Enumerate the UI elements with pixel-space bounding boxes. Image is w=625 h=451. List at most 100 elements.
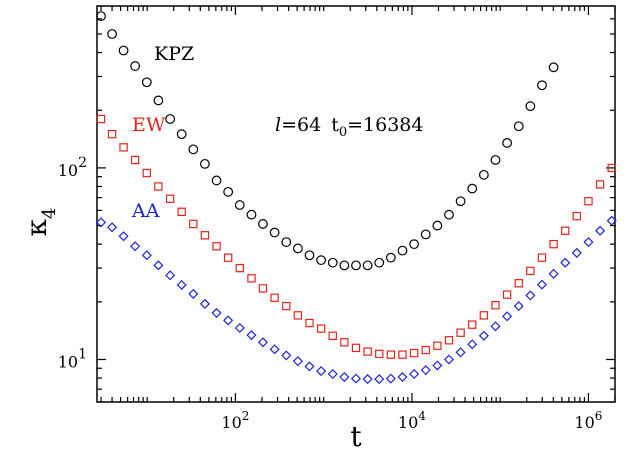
aa-point bbox=[246, 330, 257, 341]
ew-point bbox=[223, 253, 233, 262]
aa-point bbox=[502, 311, 513, 322]
ew-point bbox=[293, 311, 303, 320]
aa-point bbox=[350, 373, 362, 384]
aa-point bbox=[165, 270, 176, 281]
y-tick-label: 101 bbox=[58, 346, 87, 371]
kpz-point bbox=[96, 11, 106, 21]
aa-point bbox=[153, 260, 164, 271]
aa-point bbox=[176, 279, 187, 290]
aa-point bbox=[257, 337, 268, 348]
x-tick-label-base: 10 bbox=[398, 413, 418, 432]
aa-point bbox=[385, 373, 396, 384]
aa-point bbox=[478, 330, 489, 341]
ew-point bbox=[595, 180, 605, 189]
aa-point bbox=[141, 250, 152, 261]
ew-point bbox=[584, 197, 593, 206]
ew-point bbox=[96, 114, 106, 124]
x-tick-label: 102 bbox=[221, 409, 249, 432]
kpz-point bbox=[339, 260, 350, 271]
ew-point bbox=[340, 338, 349, 347]
ew-point bbox=[200, 231, 210, 240]
kpz-point bbox=[420, 229, 431, 240]
y-axis-label-subscript: 4 bbox=[39, 208, 60, 219]
kpz-point bbox=[292, 243, 303, 254]
kpz-point bbox=[374, 257, 385, 268]
kpz-point bbox=[385, 252, 396, 263]
ew-point bbox=[607, 163, 616, 173]
aa-point bbox=[118, 231, 129, 242]
ew-point bbox=[165, 194, 175, 203]
aa-point bbox=[455, 347, 466, 358]
ew-point bbox=[328, 331, 337, 340]
kpz-point bbox=[537, 80, 547, 91]
aa-point bbox=[199, 298, 210, 309]
aa-point bbox=[211, 307, 222, 318]
kpz-point bbox=[269, 227, 280, 238]
parameters-annotation: l=64 t0=16384 bbox=[275, 114, 423, 140]
ew-point bbox=[142, 168, 151, 178]
ew-point bbox=[433, 341, 442, 350]
ew-point bbox=[514, 279, 523, 288]
ew-point bbox=[282, 301, 291, 311]
ew-point bbox=[444, 336, 454, 345]
aa-point bbox=[536, 279, 548, 290]
aa-point bbox=[223, 315, 234, 326]
x-tick-label: 106 bbox=[574, 409, 602, 432]
kpz-point bbox=[478, 169, 489, 180]
aa-point bbox=[583, 237, 594, 248]
ew-point bbox=[130, 155, 140, 165]
aa-point bbox=[292, 356, 303, 367]
aa-point bbox=[467, 339, 478, 350]
ew-point bbox=[561, 226, 570, 235]
aa-point bbox=[316, 366, 327, 377]
x-tick-label: 104 bbox=[398, 409, 426, 432]
x-tick-label-exponent: 2 bbox=[242, 409, 250, 423]
kpz-point bbox=[153, 95, 164, 106]
aa-point bbox=[397, 371, 408, 383]
aa-point bbox=[513, 301, 524, 312]
ew-point bbox=[235, 263, 244, 273]
aa-point bbox=[560, 257, 571, 268]
aa-point bbox=[490, 321, 501, 332]
ew-point bbox=[305, 318, 314, 328]
ew-point bbox=[549, 239, 558, 249]
kpz-point bbox=[118, 45, 129, 56]
y-tick-label: 102 bbox=[58, 155, 87, 180]
ew-point bbox=[409, 348, 419, 358]
y-tick-label-base: 10 bbox=[58, 161, 78, 180]
data-markers bbox=[95, 11, 617, 385]
ew-point bbox=[456, 328, 465, 337]
kpz-point bbox=[258, 219, 268, 229]
ew-point bbox=[421, 345, 430, 355]
series-label-ew: EW bbox=[132, 114, 166, 136]
kpz-point bbox=[281, 237, 292, 247]
aa-point bbox=[548, 268, 559, 279]
annotation-l-value: =64 bbox=[281, 114, 321, 136]
y-tick-label-base: 10 bbox=[58, 352, 78, 371]
aa-point bbox=[269, 344, 280, 355]
annotation-l-symbol: l bbox=[275, 114, 281, 136]
kpz-point bbox=[165, 114, 176, 124]
ew-point bbox=[107, 129, 117, 139]
y-axis-label-symbol: κ bbox=[20, 218, 53, 236]
ew-point bbox=[468, 320, 477, 329]
y-tick-label-exponent: 1 bbox=[78, 346, 87, 362]
aa-point bbox=[571, 247, 582, 258]
ew-point bbox=[572, 211, 582, 221]
kpz-point bbox=[444, 209, 454, 220]
x-axis-label: t bbox=[350, 420, 362, 451]
kpz-point bbox=[211, 175, 222, 186]
kpz-point bbox=[362, 260, 373, 271]
aa-point bbox=[525, 290, 536, 301]
kpz-point bbox=[548, 62, 559, 73]
kpz-point bbox=[513, 121, 524, 132]
aa-point bbox=[107, 222, 118, 233]
series-label-aa: AA bbox=[131, 200, 160, 222]
ew-point bbox=[212, 242, 221, 251]
ew-point bbox=[375, 349, 384, 359]
kpz-point bbox=[141, 77, 152, 88]
aa-point bbox=[95, 217, 107, 228]
ew-point bbox=[526, 266, 535, 276]
x-tick-label-exponent: 6 bbox=[595, 409, 603, 423]
